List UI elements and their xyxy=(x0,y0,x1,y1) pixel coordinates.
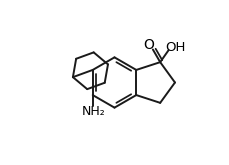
Text: NH₂: NH₂ xyxy=(82,105,105,118)
Text: O: O xyxy=(143,38,154,52)
Text: OH: OH xyxy=(165,41,185,54)
